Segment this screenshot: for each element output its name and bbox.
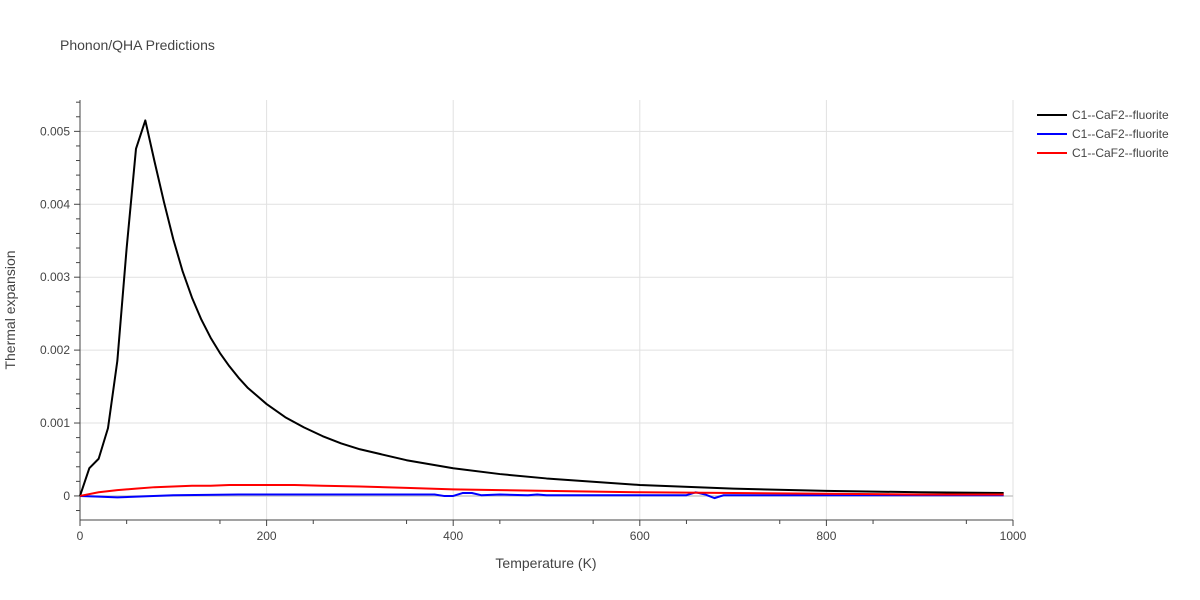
series-layer[interactable] (79, 119, 1004, 500)
axes: 0 200 400 600 800 1000 0 0.001 0.002 0.003 0.004 0.… (40, 100, 1027, 543)
series-line-3[interactable] (79, 484, 1004, 497)
series-line-1[interactable] (79, 119, 1004, 497)
y-tick-label: 0.001 (40, 416, 70, 430)
y-tick-label: 0 (63, 489, 70, 503)
legend-label-1[interactable]: C1--CaF2--fluorite (1072, 108, 1169, 122)
chart-title: Phonon/QHA Predictions (60, 37, 215, 53)
x-tick-label: 800 (816, 529, 836, 543)
x-tick-label: 400 (443, 529, 463, 543)
x-axis-title: Temperature (K) (495, 555, 596, 571)
x-tick-label: 600 (630, 529, 650, 543)
legend[interactable]: C1--CaF2--fluorite C1--CaF2--fluorite C1--… (1037, 108, 1169, 160)
legend-label-2[interactable]: C1--CaF2--fluorite (1072, 127, 1169, 141)
legend-label-3[interactable]: C1--CaF2--fluorite (1072, 146, 1169, 160)
y-tick-label: 0.002 (40, 343, 70, 357)
grid-lines (80, 100, 1014, 520)
series-line-2[interactable] (79, 491, 1004, 500)
y-tick-label: 0.005 (40, 124, 70, 138)
y-axis-title: Thermal expansion (2, 250, 18, 369)
x-tick-label: 200 (257, 529, 277, 543)
y-tick-label: 0.004 (40, 197, 70, 211)
x-tick-label: 1000 (1000, 529, 1027, 543)
x-tick-label: 0 (77, 529, 84, 543)
y-tick-label: 0.003 (40, 270, 70, 284)
